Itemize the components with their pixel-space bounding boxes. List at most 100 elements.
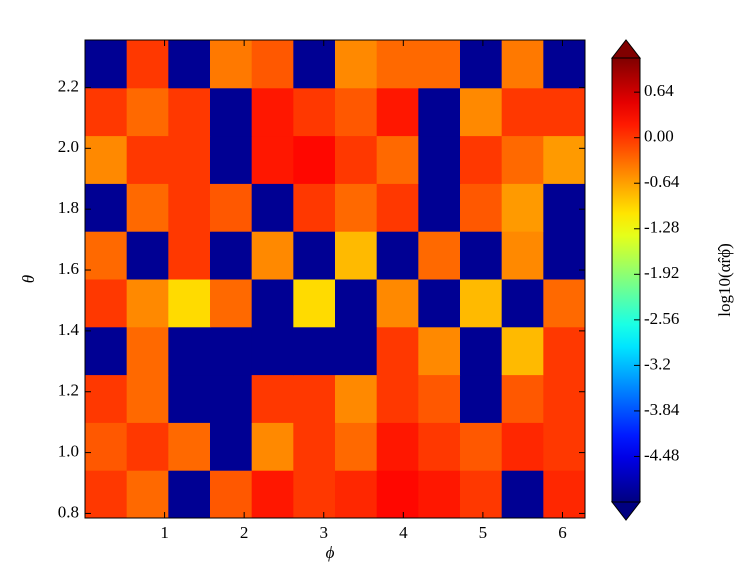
heatmap-cell	[85, 135, 128, 184]
heatmap-cell	[418, 326, 461, 376]
heatmap-cell	[335, 326, 378, 376]
heatmap-cell	[126, 231, 169, 280]
heatmap-cell	[126, 87, 169, 137]
heatmap-cell	[293, 279, 336, 328]
heatmap-cell	[543, 231, 586, 280]
heatmap-cell	[210, 231, 253, 280]
heatmap-cell	[335, 40, 378, 89]
colorbar-tick-label: -3.84	[644, 400, 680, 419]
heatmap-cell	[501, 279, 544, 328]
heatmap-cell	[543, 183, 586, 232]
heatmap-cell	[126, 40, 169, 89]
x-tick-label: 1	[160, 523, 169, 542]
heatmap-cell	[501, 422, 544, 471]
heatmap-cell	[543, 87, 586, 137]
heatmap-cell	[543, 135, 586, 184]
heatmap-cell	[376, 422, 419, 471]
heatmap-cell	[251, 135, 294, 184]
heatmap-cell	[418, 135, 461, 184]
heatmap-cell	[85, 231, 128, 280]
heatmap-cell	[126, 326, 169, 376]
colorbar-tick-label: 0.00	[644, 127, 674, 146]
y-tick-label: 1.8	[58, 198, 79, 217]
colorbar-tick-label: -1.28	[644, 218, 679, 237]
heatmap-cell	[210, 183, 253, 232]
heatmap-cell	[210, 87, 253, 137]
heatmap-cell	[335, 135, 378, 184]
heatmap	[85, 40, 586, 519]
colorbar-tick-label: -1.92	[644, 263, 679, 282]
heatmap-cell	[460, 135, 503, 184]
y-axis-label: θ	[19, 275, 38, 283]
y-tick-label: 0.8	[58, 502, 79, 521]
heatmap-cell	[501, 135, 544, 184]
colorbar-extend	[610, 39, 642, 59]
heatmap-cell	[460, 470, 503, 519]
heatmap-cell	[335, 470, 378, 519]
heatmap-cell	[293, 183, 336, 232]
heatmap-cell	[251, 231, 294, 280]
heatmap-cell	[376, 135, 419, 184]
heatmap-cell	[460, 422, 503, 471]
heatmap-cell	[501, 87, 544, 137]
colorbar-tick-label: -2.56	[644, 309, 679, 328]
heatmap-cell	[418, 374, 461, 423]
heatmap-cell	[501, 183, 544, 232]
heatmap-cell	[210, 40, 253, 89]
heatmap-cell	[293, 231, 336, 280]
x-tick-label: 3	[319, 523, 328, 542]
heatmap-cell	[210, 326, 253, 376]
heatmap-cell	[126, 279, 169, 328]
y-tick-label: 2.2	[58, 76, 79, 95]
heatmap-cell	[376, 326, 419, 376]
heatmap-cell	[85, 87, 128, 137]
heatmap-cell	[501, 470, 544, 519]
heatmap-cell	[418, 422, 461, 471]
heatmap-cell	[251, 374, 294, 423]
heatmap-cell	[460, 231, 503, 280]
heatmap-cell	[126, 470, 169, 519]
heatmap-cell	[210, 279, 253, 328]
heatmap-cell	[210, 135, 253, 184]
heatmap-cell	[543, 40, 586, 89]
heatmap-cell	[543, 470, 586, 519]
colorbar-tick-label: -4.48	[644, 445, 679, 464]
heatmap-cell	[168, 87, 211, 137]
heatmap-cell	[126, 135, 169, 184]
heatmap-cell	[293, 40, 336, 89]
heatmap-cell	[501, 374, 544, 423]
heatmap-cell	[460, 183, 503, 232]
colorbar-extend	[610, 501, 642, 521]
heatmap-cell	[376, 183, 419, 232]
heatmap-cell	[418, 231, 461, 280]
heatmap-cell	[501, 231, 544, 280]
heatmap-cell	[418, 40, 461, 89]
heatmap-cell	[418, 470, 461, 519]
heatmap-cell	[168, 326, 211, 376]
heatmap-cell	[85, 374, 128, 423]
heatmap-cell	[543, 422, 586, 471]
heatmap-cell	[335, 422, 378, 471]
heatmap-cell	[460, 40, 503, 89]
heatmap-cell	[335, 87, 378, 137]
heatmap-cell	[543, 279, 586, 328]
y-tick-label: 1.0	[58, 441, 79, 460]
heatmap-cell	[335, 279, 378, 328]
x-tick-label: 5	[479, 523, 488, 542]
heatmap-cell	[335, 183, 378, 232]
heatmap-cell	[418, 183, 461, 232]
heatmap-cell	[85, 279, 128, 328]
heatmap-cell	[126, 374, 169, 423]
heatmap-cell	[251, 40, 294, 89]
heatmap-cell	[501, 40, 544, 89]
heatmap-cell	[376, 40, 419, 89]
heatmap-cell	[293, 470, 336, 519]
colorbar-tick-label: 0.64	[644, 81, 674, 100]
heatmap-cell	[501, 326, 544, 376]
heatmap-cell	[210, 470, 253, 519]
heatmap-cell	[293, 422, 336, 471]
heatmap-cell	[335, 231, 378, 280]
heatmap-cell	[168, 40, 211, 89]
y-tick-label: 2.0	[58, 137, 79, 156]
heatmap-cell	[293, 326, 336, 376]
